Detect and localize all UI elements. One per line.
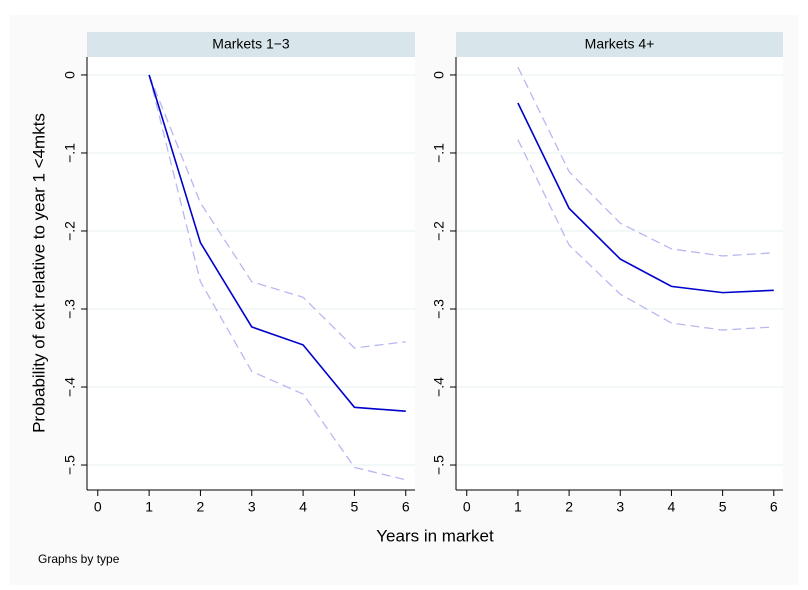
x-tick-label: 4	[668, 499, 676, 515]
line-series	[148, 74, 406, 412]
x-tick-label: 0	[94, 499, 102, 515]
y-tick-label: 0	[431, 71, 447, 79]
x-tick-label: 2	[197, 499, 205, 515]
y-tick-label: −.3	[62, 299, 78, 319]
x-axis-label: Years in market	[376, 526, 494, 545]
y-axis-label: Probability of exit relative to year 1 <…	[29, 113, 48, 433]
x-tick-label: 4	[299, 499, 307, 515]
panel-title: Markets 4+	[585, 36, 655, 52]
panel-header	[456, 32, 783, 57]
plot-region	[87, 57, 415, 490]
y-tick-label: −.1	[431, 143, 447, 163]
x-tick-label: 2	[565, 499, 573, 515]
y-tick-label: −.1	[62, 143, 78, 163]
y-tick-label: −.4	[431, 377, 447, 397]
note: Graphs by type	[38, 552, 120, 566]
line-series	[517, 66, 774, 257]
y-tick-label: −.5	[431, 455, 447, 475]
y-tick-label: −.4	[62, 377, 78, 397]
x-tick-label: 6	[402, 499, 410, 515]
y-tick-label: −.5	[62, 455, 78, 475]
x-tick-label: 3	[616, 499, 624, 515]
x-tick-label: 6	[770, 499, 778, 515]
y-tick-label: −.2	[431, 221, 447, 241]
line-series	[517, 102, 774, 294]
x-tick-label: 3	[248, 499, 256, 515]
x-tick-label: 1	[514, 499, 522, 515]
line-series	[517, 139, 774, 331]
y-tick-label: −.2	[62, 221, 78, 241]
panel-title: Markets 1−3	[212, 36, 290, 52]
x-tick-label: 1	[145, 499, 153, 515]
x-tick-label: 5	[719, 499, 727, 515]
y-tick-label: 0	[62, 71, 78, 79]
line-series	[148, 74, 406, 349]
line-series	[148, 74, 406, 481]
y-tick-label: −.3	[431, 299, 447, 319]
x-tick-label: 5	[351, 499, 359, 515]
panel-header	[87, 32, 415, 57]
plot-region	[456, 57, 783, 490]
x-tick-label: 0	[463, 499, 471, 515]
